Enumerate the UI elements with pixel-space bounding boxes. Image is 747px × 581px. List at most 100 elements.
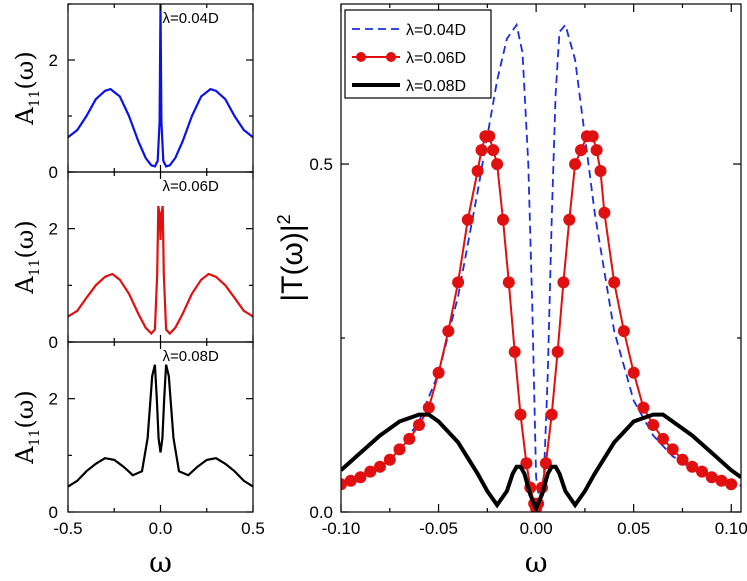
series-line <box>68 364 253 488</box>
x-tick-label: 0.5 <box>241 519 265 538</box>
y-axis-label-main: A <box>11 107 39 126</box>
y-tick-label: 0 <box>49 333 58 352</box>
data-point <box>676 453 689 466</box>
data-point <box>383 453 396 466</box>
panel-frame <box>67 171 254 343</box>
data-point <box>590 144 603 157</box>
data-point <box>413 419 425 431</box>
x-tick-label: 0.00 <box>520 519 553 538</box>
panel-left-middle: 0 2 λ=0.06D A11(ω) <box>11 171 254 352</box>
data-point <box>487 144 500 157</box>
y-axis-label-sub: 11 <box>27 429 43 447</box>
legend-marker <box>386 52 396 62</box>
data-point <box>569 158 582 171</box>
data-point <box>364 465 377 478</box>
data-point <box>393 443 406 456</box>
data-point <box>594 165 607 177</box>
data-point <box>508 345 521 358</box>
data-point <box>715 474 728 487</box>
data-point <box>374 460 386 473</box>
annotation-label: λ=0.06D <box>163 178 219 195</box>
y-axis-label: |T(ω)|2 <box>274 214 309 301</box>
y-axis-label-main: A <box>11 276 39 295</box>
x-axis-label: ω <box>149 546 172 579</box>
x-tick-label: 0.10 <box>715 519 747 538</box>
y-axis-label-main: |T(ω)| <box>276 224 309 301</box>
panel-frame <box>340 3 742 513</box>
data-point <box>686 460 699 473</box>
y-axis-label: A11(ω) <box>11 220 43 294</box>
data-point <box>471 165 484 177</box>
data-point <box>575 144 587 157</box>
data-point <box>514 408 527 421</box>
data-point <box>497 213 509 226</box>
y-tick-label: 0.0 <box>309 503 333 522</box>
y-tick-label: 0 <box>49 163 58 182</box>
panel-left-bottom: 0 2 λ=0.08D A11(ω) -0.5 0.0 0.5 ω <box>11 341 265 579</box>
y-axis-label-sub: 11 <box>27 259 43 277</box>
series-line-2 <box>341 412 741 512</box>
series-line-0 <box>341 22 741 506</box>
y-axis-label-tail: (ω) <box>11 51 39 89</box>
data-point <box>403 432 416 445</box>
legend-label: λ=0.06D <box>406 50 466 67</box>
data-point <box>354 471 367 484</box>
data-point <box>598 206 611 219</box>
y-tick-label: 2 <box>49 390 58 409</box>
legend-marker <box>356 52 366 62</box>
x-tick-label: -0.05 <box>419 519 458 538</box>
y-axis-label-tail: (ω) <box>11 390 39 428</box>
data-point <box>608 276 621 289</box>
panel-left-top: 0 2 λ=0.04D A11(ω) <box>11 3 254 182</box>
y-tick-label: 2 <box>49 51 58 70</box>
x-axis-label: ω <box>525 546 548 579</box>
data-point <box>551 345 564 358</box>
data-point <box>545 408 558 421</box>
data-point <box>422 401 435 414</box>
y-tick-label: 2 <box>49 220 58 239</box>
series-line <box>68 4 253 168</box>
x-tick-label: -0.10 <box>322 519 361 538</box>
data-point <box>344 474 357 487</box>
y-axis-label-main: A <box>11 446 39 465</box>
y-tick-label: 0 <box>49 503 58 522</box>
data-point <box>520 457 533 470</box>
data-point <box>705 471 718 484</box>
data-point <box>452 276 465 289</box>
annotation-label: λ=0.04D <box>163 10 219 27</box>
data-point <box>475 144 488 157</box>
data-point <box>666 443 679 456</box>
panel-right: -0.10 -0.05 0.00 0.05 0.10 0.0 0.5 ω |T(ω)|2 λ=0.… <box>274 3 747 579</box>
x-tick-label: -0.5 <box>53 519 82 538</box>
data-point <box>539 457 552 470</box>
data-point <box>725 478 738 491</box>
panel-frame <box>67 341 254 513</box>
data-point <box>442 325 455 338</box>
data-point <box>586 130 599 143</box>
y-axis-label-sub: 11 <box>27 90 43 108</box>
data-point <box>491 158 504 171</box>
data-point <box>563 213 576 226</box>
data-point <box>627 366 640 379</box>
series-line <box>68 205 253 336</box>
x-tick-label: 0.0 <box>149 519 173 538</box>
y-axis-label: A11(ω) <box>11 390 43 464</box>
data-point <box>557 276 570 289</box>
legend-label: λ=0.08D <box>406 78 466 95</box>
data-point <box>483 130 496 143</box>
y-axis-label-sup: 2 <box>274 214 294 224</box>
y-axis-label: A11(ω) <box>11 51 43 125</box>
data-point <box>647 419 660 431</box>
annotation-label: λ=0.08D <box>163 348 219 365</box>
data-point <box>432 366 445 379</box>
data-point <box>637 401 650 414</box>
y-axis-label-tail: (ω) <box>11 220 39 258</box>
data-point <box>502 276 515 289</box>
y-tick-label: 0.5 <box>309 155 333 174</box>
legend-label: λ=0.04D <box>406 22 466 39</box>
data-point <box>617 325 630 338</box>
legend: λ=0.04D λ=0.06D λ=0.08D <box>344 9 492 99</box>
data-point <box>657 432 669 445</box>
data-point <box>696 465 708 478</box>
